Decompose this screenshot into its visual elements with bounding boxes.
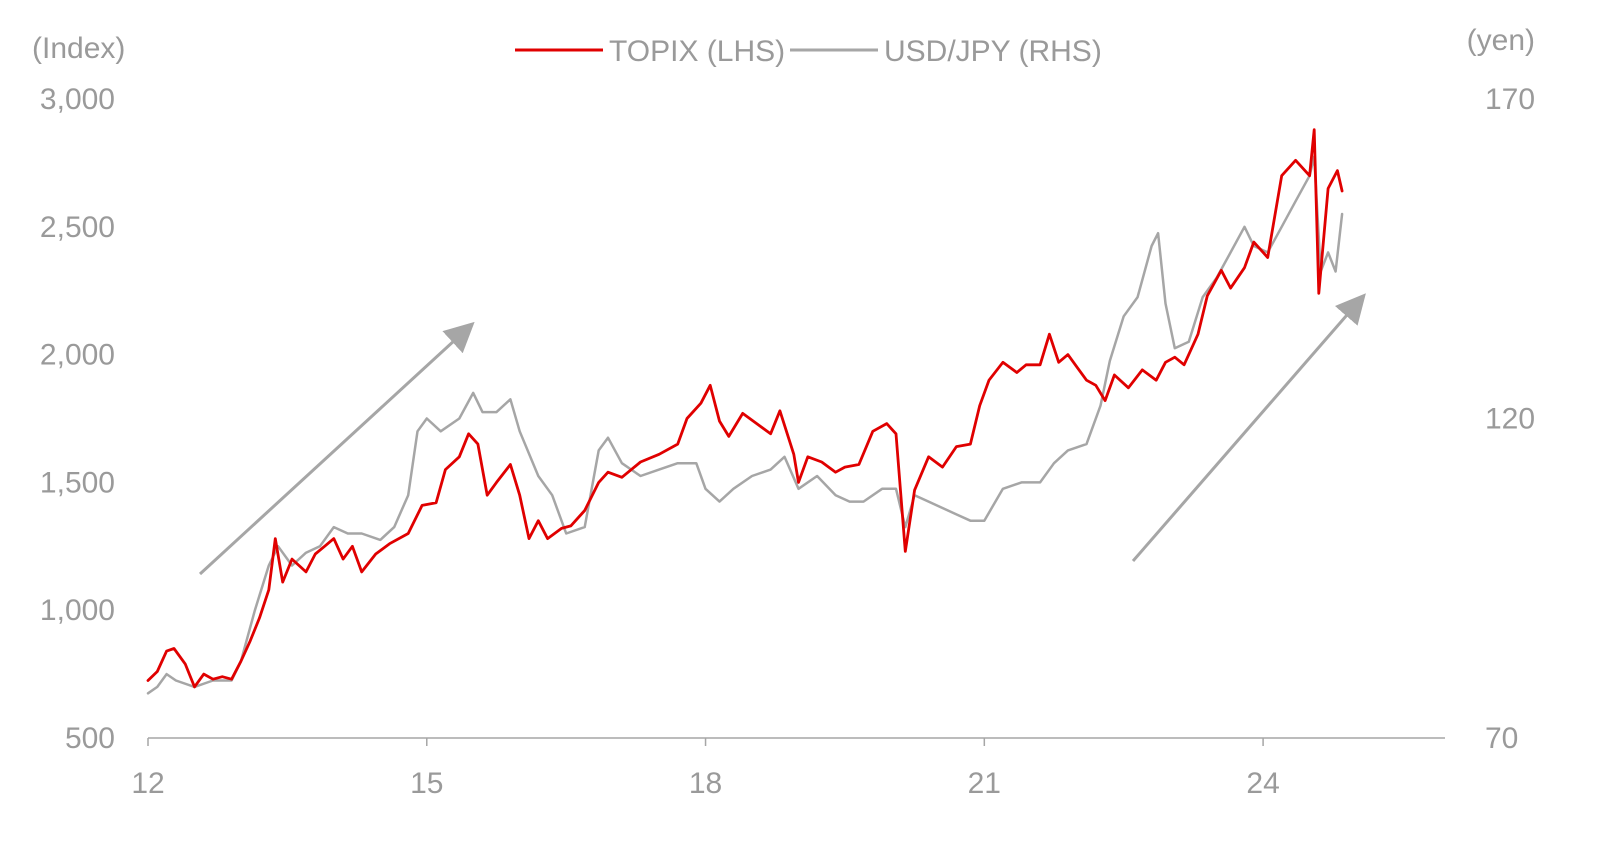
x-tick-label: 15: [410, 767, 443, 800]
legend-label-topix: TOPIX (LHS): [609, 35, 785, 68]
x-tick-label: 18: [689, 767, 722, 800]
right-tick-label: 70: [1485, 722, 1518, 755]
left-axis-unit: (Index): [32, 32, 125, 65]
left-tick-label: 2,000: [40, 339, 115, 372]
usdjpy-line: [146, 155, 1344, 695]
right-axis-ticks: 70 120 170: [1485, 83, 1535, 755]
x-axis: 12 15 18 21 24: [131, 737, 1445, 800]
trend-arrow-left: [198, 321, 475, 576]
left-axis-ticks: 500 1,000 1,500 2,000 2,500 3,000: [40, 83, 115, 755]
annotations: [198, 293, 1366, 576]
series-layer: [146, 128, 1344, 695]
topix-line: [146, 128, 1344, 689]
right-tick-label: 170: [1485, 83, 1535, 116]
left-tick-label: 3,000: [40, 83, 115, 116]
left-tick-label: 2,500: [40, 211, 115, 244]
trend-arrow-right: [1131, 293, 1366, 562]
right-axis-unit: (yen): [1467, 24, 1535, 57]
x-tick-label: 12: [131, 767, 164, 800]
left-tick-label: 1,500: [40, 466, 115, 499]
legend: TOPIX (LHS) USD/JPY (RHS): [515, 35, 1102, 68]
x-tick-label: 24: [1246, 767, 1279, 800]
legend-label-usdjpy: USD/JPY (RHS): [884, 35, 1102, 68]
x-tick-label: 21: [968, 767, 1001, 800]
left-tick-label: 500: [65, 722, 115, 755]
right-tick-label: 120: [1485, 403, 1535, 436]
left-tick-label: 1,000: [40, 594, 115, 627]
